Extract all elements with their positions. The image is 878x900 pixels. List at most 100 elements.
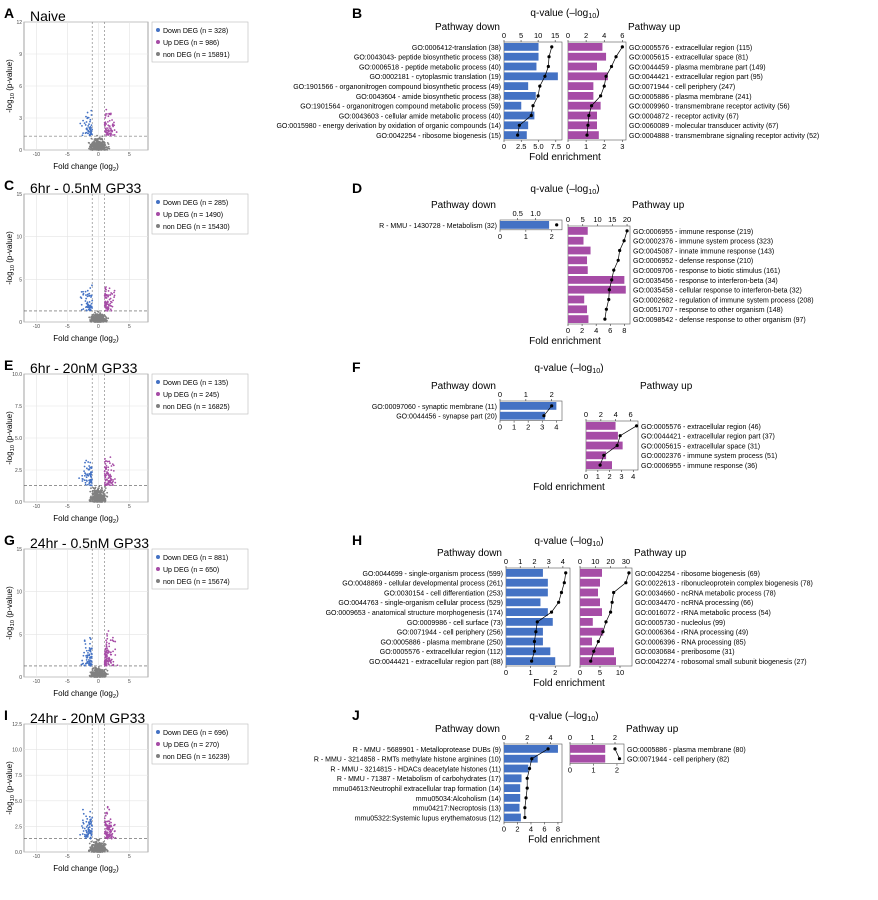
point-non-deg bbox=[98, 491, 101, 493]
category-label: GO:0002376 - immune system process (323) bbox=[633, 239, 773, 246]
point-down-deg bbox=[80, 663, 83, 666]
point-up-deg bbox=[112, 134, 114, 136]
label-part: q-value (–log bbox=[534, 536, 592, 547]
point-non-deg bbox=[107, 317, 110, 320]
point-down-deg bbox=[83, 835, 86, 838]
point-up-deg bbox=[106, 294, 109, 297]
point-non-deg bbox=[91, 318, 94, 321]
point-down-deg bbox=[90, 294, 92, 297]
qvalue-point bbox=[625, 229, 629, 233]
qvalue-point bbox=[603, 317, 607, 321]
point-non-deg bbox=[100, 673, 102, 676]
bar-up bbox=[586, 431, 618, 440]
point-up-deg bbox=[109, 477, 112, 480]
bar-up bbox=[568, 121, 597, 130]
point-down-deg bbox=[91, 128, 94, 131]
point-down-deg bbox=[84, 646, 87, 649]
bar-down bbox=[506, 578, 548, 587]
point-down-deg bbox=[86, 117, 89, 120]
point-non-deg bbox=[105, 673, 107, 675]
qvalue-point bbox=[587, 113, 591, 118]
q-tick-label: 4 bbox=[548, 733, 552, 742]
point-up-deg bbox=[112, 480, 114, 483]
x-tick-label: -10 bbox=[33, 324, 40, 330]
point-up-deg bbox=[104, 656, 107, 658]
point-up-deg bbox=[114, 478, 116, 480]
point-up-deg bbox=[104, 479, 107, 481]
point-up-deg bbox=[104, 292, 106, 295]
point-non-deg bbox=[104, 487, 107, 490]
category-label: GO:0006952 - defense response (210) bbox=[633, 258, 753, 265]
point-up-deg bbox=[110, 305, 113, 307]
category-label: GO:0005886 - plasma membrane (80) bbox=[627, 747, 746, 754]
point-down-deg bbox=[90, 471, 93, 474]
point-up-deg bbox=[109, 308, 112, 311]
point-non-deg bbox=[96, 320, 99, 322]
qvalue-point bbox=[609, 64, 614, 69]
bar-up bbox=[580, 647, 614, 656]
fold-tick-label: 5.0 bbox=[533, 142, 543, 151]
qvalue-point bbox=[620, 45, 624, 49]
q-tick-label: 6 bbox=[620, 31, 624, 40]
point-up-deg bbox=[109, 484, 111, 487]
label-part: ) bbox=[596, 184, 599, 195]
legend-marker bbox=[156, 579, 160, 583]
point-non-deg bbox=[91, 668, 94, 670]
point-non-deg bbox=[101, 672, 104, 675]
point-up-deg bbox=[106, 300, 109, 303]
point-non-deg bbox=[102, 492, 105, 495]
q-tick-label: 0 bbox=[498, 390, 502, 399]
q-tick-label: 6 bbox=[628, 410, 632, 419]
point-up-deg bbox=[107, 657, 110, 660]
y-tick-label: 2.5 bbox=[15, 824, 22, 830]
point-non-deg bbox=[98, 845, 101, 847]
point-down-deg bbox=[84, 481, 87, 484]
x-tick-label: 0 bbox=[97, 504, 100, 510]
point-up-deg bbox=[110, 132, 112, 135]
point-down-deg bbox=[89, 837, 92, 840]
point-down-deg bbox=[86, 818, 89, 820]
label-part: ) bbox=[600, 536, 603, 547]
bar-up bbox=[586, 422, 616, 430]
qvalue-point bbox=[559, 590, 564, 595]
category-label: GO:0048869 - cellular developmental proc… bbox=[342, 581, 503, 588]
point-up-deg bbox=[103, 832, 106, 835]
point-up-deg bbox=[104, 468, 107, 471]
qvalue-point bbox=[599, 94, 603, 98]
bar-down bbox=[504, 784, 521, 792]
y-tick-label: 0 bbox=[19, 675, 22, 681]
label-part: (p-value) bbox=[5, 586, 14, 620]
point-non-deg bbox=[93, 314, 96, 317]
point-up-deg bbox=[116, 664, 119, 667]
fold-tick-label: 0 bbox=[498, 232, 502, 241]
point-down-deg bbox=[90, 652, 93, 655]
point-up-deg bbox=[106, 471, 108, 473]
x-tick-label: 0 bbox=[97, 679, 100, 685]
point-up-deg bbox=[107, 290, 110, 292]
qvalue-point bbox=[534, 630, 538, 634]
bar-up bbox=[568, 92, 594, 100]
point-non-deg bbox=[88, 850, 91, 852]
point-non-deg bbox=[103, 672, 106, 674]
point-up-deg bbox=[105, 827, 107, 830]
point-down-deg bbox=[89, 636, 91, 639]
fold-tick-label: 2 bbox=[553, 668, 557, 677]
legend-marker bbox=[156, 754, 160, 758]
point-up-deg bbox=[108, 808, 111, 811]
pathway-down-title: Pathway down bbox=[431, 200, 496, 211]
point-down-deg bbox=[89, 642, 91, 645]
point-up-deg bbox=[110, 309, 113, 312]
bar-down bbox=[504, 121, 529, 130]
point-down-deg bbox=[87, 832, 90, 835]
point-up-deg bbox=[103, 294, 106, 296]
qvalue-point bbox=[530, 659, 534, 663]
pathway-down-title: Pathway down bbox=[437, 548, 502, 559]
point-up-deg bbox=[104, 476, 107, 479]
x-tick-label: 5 bbox=[128, 854, 131, 860]
y-tick-label: 6 bbox=[19, 84, 22, 90]
qvalue-point bbox=[624, 581, 628, 585]
bar-up bbox=[570, 745, 606, 753]
point-non-deg bbox=[93, 317, 96, 319]
point-non-deg bbox=[92, 487, 95, 489]
bar-down bbox=[506, 598, 541, 607]
